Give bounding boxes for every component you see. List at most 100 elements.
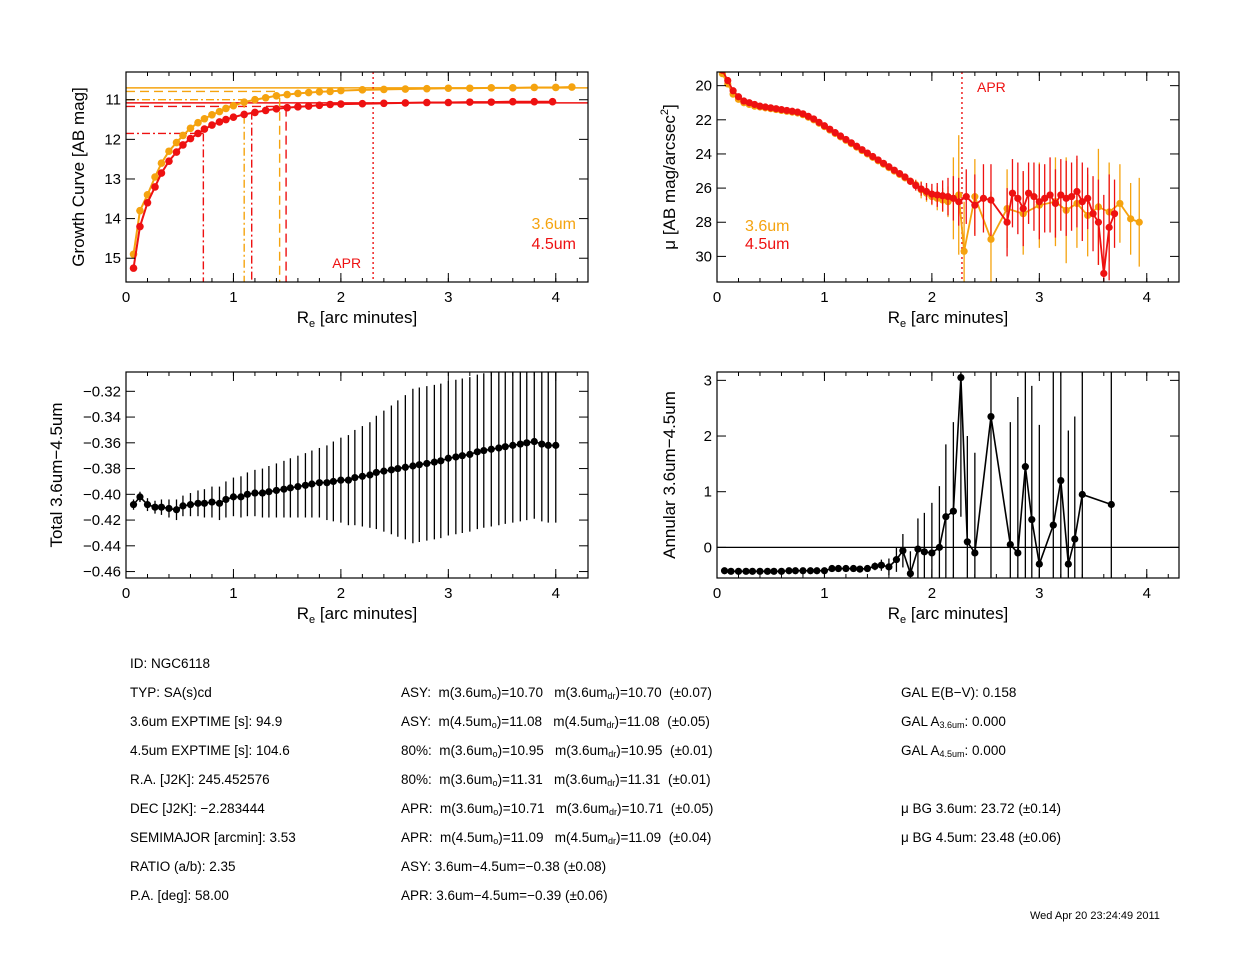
data-point-3.6um	[186, 124, 195, 133]
y-tick-label: −0.44	[83, 538, 121, 555]
data-point-4.5um	[294, 103, 302, 111]
data-point	[957, 373, 965, 382]
data-point-3.6um	[1127, 215, 1135, 223]
y-tick-label: −0.40	[83, 486, 121, 503]
data-point-3.6um	[337, 86, 345, 95]
data-point	[914, 545, 922, 553]
data-point-4.5um	[157, 169, 166, 177]
data-point-3.6um	[380, 85, 388, 94]
data-point-4.5um	[1105, 223, 1113, 231]
data-point	[208, 498, 216, 506]
data-point-4.5um	[724, 76, 732, 85]
data-point	[734, 567, 743, 575]
data-point	[179, 502, 187, 510]
x-tick-label: 0	[713, 289, 721, 306]
data-point	[806, 567, 815, 575]
data-point-3.6um	[423, 84, 431, 93]
data-point-3.6um	[466, 84, 474, 93]
data-point	[552, 441, 560, 449]
data-point-3.6um	[136, 206, 144, 215]
data-point-3.6um	[568, 83, 576, 91]
data-point-4.5um	[799, 110, 807, 118]
data-point-4.5um	[215, 118, 224, 126]
data-point	[294, 482, 302, 491]
data-point	[466, 450, 474, 458]
data-point	[286, 484, 294, 492]
data-point	[856, 565, 864, 573]
gal-a45: GAL A4.5um: 0.000	[901, 743, 1006, 759]
x-tick-label: 4	[552, 289, 560, 306]
data-point	[785, 567, 793, 575]
data-point	[487, 445, 495, 453]
gal-ebv: GAL E(B−V): 0.158	[901, 685, 1017, 700]
chart-panel-3: 0 1 2 3 4 −0.46 −0.44 −0.42 −0.40 −0.38 −0.36 −0.34…	[47, 371, 589, 626]
data-point-4.5um	[1051, 199, 1060, 208]
data-point-4.5um	[1100, 269, 1108, 278]
data-point	[949, 507, 957, 515]
data-point-3.6um	[165, 147, 173, 156]
exptime-36: 3.6um EXPTIME [s]: 94.9	[130, 714, 283, 729]
data-point-4.5um	[143, 198, 152, 207]
gal-a36: GAL A3.6um: 0.000	[901, 714, 1006, 730]
data-point-4.5um	[222, 115, 230, 124]
semimajor: SEMIMAJOR [arcmin]: 3.53	[130, 830, 296, 845]
data-point-4.5um	[1041, 194, 1049, 202]
data-point	[401, 463, 409, 471]
data-point	[229, 493, 238, 501]
data-point	[243, 490, 252, 498]
data-point-3.6um	[326, 87, 334, 96]
data-point-4.5um	[939, 192, 947, 200]
data-point-3.6um	[215, 107, 224, 116]
data-point	[516, 440, 524, 448]
mag-row-error: (±0.07)	[661, 685, 712, 700]
data-point	[157, 503, 166, 511]
data-point-3.6um	[401, 85, 410, 93]
data-point-4.5um	[783, 106, 791, 115]
data-point-4.5um	[890, 166, 898, 174]
axis-ratio: RATIO (a/b): 2.35	[130, 859, 236, 874]
data-point	[871, 562, 879, 570]
data-point	[842, 564, 850, 573]
plot-area	[129, 372, 560, 544]
data-point-4.5um	[208, 121, 216, 129]
data-point	[530, 437, 538, 446]
data-point	[143, 501, 152, 509]
mag-row: 80%: m(3.6umo)=10.95 m(3.6umdr)=10.95 (±…	[401, 743, 713, 759]
data-point-3.6um	[304, 88, 313, 97]
data-point	[942, 513, 950, 521]
exptime-45: 4.5um EXPTIME [s]: 104.6	[130, 743, 290, 758]
data-point-4.5um	[240, 110, 248, 119]
data-point-4.5um	[444, 98, 453, 107]
y-tick-label: 13	[104, 171, 121, 188]
data-point	[387, 466, 395, 474]
data-point	[756, 567, 764, 575]
mag-row-error: (±0.01)	[660, 772, 711, 787]
data-point-4.5um	[466, 98, 474, 106]
data-point-4.5um	[863, 149, 872, 157]
y-tick-label: 20	[695, 78, 712, 95]
data-point	[1057, 476, 1065, 485]
data-point	[1078, 490, 1086, 499]
x-tick-label: 0	[713, 585, 721, 602]
plot-area	[717, 372, 1179, 578]
data-point	[215, 499, 224, 507]
data-point-4.5um	[251, 108, 259, 117]
mag-row: APR: m(3.6umo)=10.71 m(3.6umdr)=10.71 (±…	[401, 801, 714, 817]
data-point	[971, 549, 979, 557]
data-point-3.6um	[172, 138, 181, 147]
data-point-4.5um	[1110, 210, 1119, 218]
data-point	[899, 547, 907, 555]
data-point-4.5um	[358, 99, 367, 108]
data-point	[777, 567, 786, 575]
data-point-4.5um	[1046, 191, 1054, 199]
data-point	[394, 464, 402, 473]
chart-panel-4: 0 1 2 3 4 0 1 2 3 Re [arc minutes] Annular 3.6um−4…	[660, 371, 1180, 626]
data-point-3.6um	[283, 90, 291, 99]
data-point-4.5um	[172, 148, 181, 156]
data-point	[222, 495, 230, 504]
y-tick-label: 12	[104, 131, 121, 148]
data-point	[1021, 463, 1029, 471]
data-point	[963, 538, 971, 546]
